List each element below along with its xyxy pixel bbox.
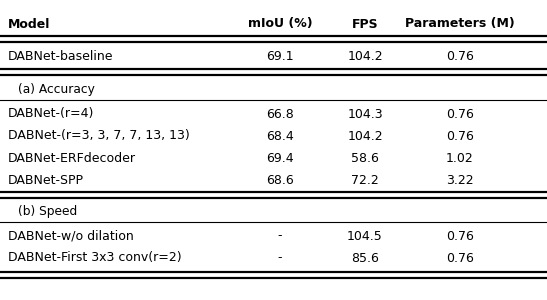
Text: 69.4: 69.4 bbox=[266, 152, 294, 164]
Text: 104.3: 104.3 bbox=[347, 107, 383, 121]
Text: 66.8: 66.8 bbox=[266, 107, 294, 121]
Text: 0.76: 0.76 bbox=[446, 107, 474, 121]
Text: -: - bbox=[278, 251, 282, 265]
Text: 69.1: 69.1 bbox=[266, 50, 294, 64]
Text: 104.2: 104.2 bbox=[347, 130, 383, 142]
Text: 1.02: 1.02 bbox=[446, 152, 474, 164]
Text: 85.6: 85.6 bbox=[351, 251, 379, 265]
Text: DABNet-baseline: DABNet-baseline bbox=[8, 50, 113, 64]
Text: 104.2: 104.2 bbox=[347, 50, 383, 64]
Text: (a) Accuracy: (a) Accuracy bbox=[18, 82, 95, 95]
Text: 72.2: 72.2 bbox=[351, 173, 379, 187]
Text: DABNet-(r=3, 3, 7, 7, 13, 13): DABNet-(r=3, 3, 7, 7, 13, 13) bbox=[8, 130, 190, 142]
Text: 68.4: 68.4 bbox=[266, 130, 294, 142]
Text: 58.6: 58.6 bbox=[351, 152, 379, 164]
Text: 68.6: 68.6 bbox=[266, 173, 294, 187]
Text: Parameters (M): Parameters (M) bbox=[405, 17, 515, 31]
Text: mIoU (%): mIoU (%) bbox=[248, 17, 312, 31]
Text: 104.5: 104.5 bbox=[347, 230, 383, 242]
Text: DABNet-First 3x3 conv(r=2): DABNet-First 3x3 conv(r=2) bbox=[8, 251, 182, 265]
Text: 3.22: 3.22 bbox=[446, 173, 474, 187]
Text: FPS: FPS bbox=[352, 17, 379, 31]
Text: Model: Model bbox=[8, 17, 50, 31]
Text: (b) Speed: (b) Speed bbox=[18, 205, 77, 218]
Text: 0.76: 0.76 bbox=[446, 230, 474, 242]
Text: 0.76: 0.76 bbox=[446, 251, 474, 265]
Text: DABNet-(r=4): DABNet-(r=4) bbox=[8, 107, 95, 121]
Text: DABNet-ERFdecoder: DABNet-ERFdecoder bbox=[8, 152, 136, 164]
Text: DABNet-SPP: DABNet-SPP bbox=[8, 173, 84, 187]
Text: 0.76: 0.76 bbox=[446, 130, 474, 142]
Text: DABNet-w/o dilation: DABNet-w/o dilation bbox=[8, 230, 134, 242]
Text: -: - bbox=[278, 230, 282, 242]
Text: 0.76: 0.76 bbox=[446, 50, 474, 64]
